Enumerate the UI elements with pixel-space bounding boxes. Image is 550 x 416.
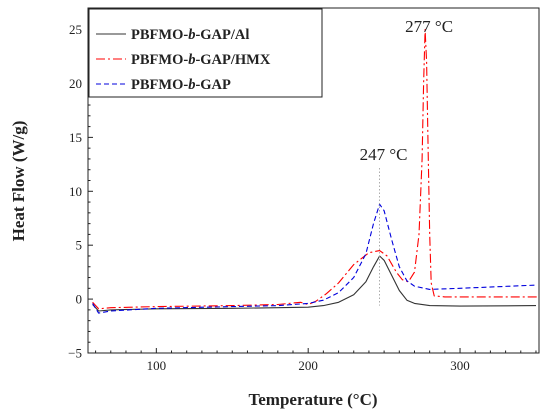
- x-axis-ticks: 100 200 300: [95, 348, 537, 373]
- series-line: [92, 29, 539, 310]
- y-tick-label: 5: [76, 238, 83, 253]
- legend-label: PBFMO-b-GAP/HMX: [131, 52, 271, 68]
- legend-box: [88, 8, 323, 98]
- y-tick-label: 15: [69, 130, 82, 145]
- y-axis-ticks: −5 0 5 10 15 20 25: [68, 18, 93, 361]
- y-tick-label: −5: [68, 346, 82, 361]
- x-tick-label: 300: [450, 358, 470, 373]
- annotations: 277 °C 247 °C: [360, 17, 453, 306]
- x-axis-title: Temperature (°C): [248, 390, 377, 409]
- x-tick-label: 100: [147, 358, 167, 373]
- y-tick-label: 0: [76, 292, 83, 307]
- annotation-label: 277 °C: [405, 17, 453, 36]
- annotation-label: 247 °C: [360, 145, 408, 164]
- series-layer: [92, 29, 539, 314]
- series-line: [92, 203, 537, 314]
- y-tick-label: 25: [69, 22, 82, 37]
- legend-label: PBFMO-b-GAP/Al: [131, 27, 249, 43]
- y-axis-title: Heat Flow (W/g): [9, 121, 28, 242]
- legend: PBFMO-b-GAP/Al PBFMO-b-GAP/HMX PBFMO-b-GAP: [88, 8, 323, 98]
- legend-label: PBFMO-b-GAP: [131, 77, 231, 93]
- series-line: [92, 255, 537, 312]
- y-tick-label: 10: [69, 184, 82, 199]
- x-tick-label: 200: [298, 358, 318, 373]
- y-tick-label: 20: [69, 76, 82, 91]
